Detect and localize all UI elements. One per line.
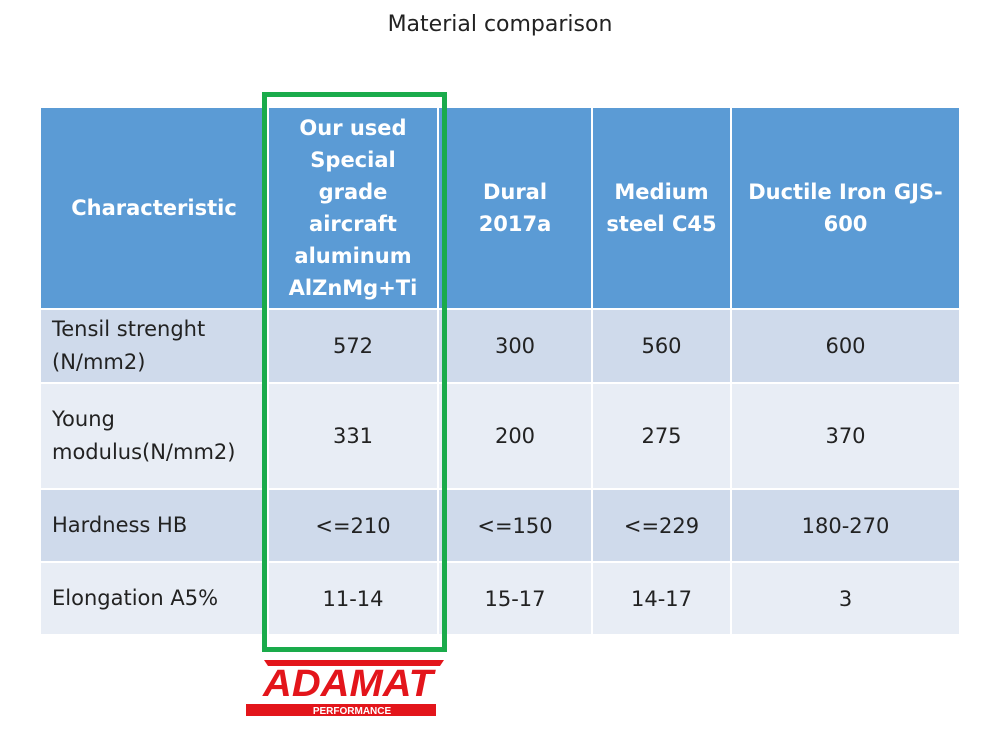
row-label: Tensil strenght (N/mm2) [39, 308, 269, 384]
header-cell: Medium steel C45 [591, 106, 732, 310]
logo-tagline: PERFORMANCE [313, 706, 392, 717]
logo: ADAMAT PERFORMANCE [246, 660, 444, 717]
table-row: Tensil strenght (N/mm2) 572 300 560 600 [39, 308, 961, 384]
logo-bar [246, 704, 436, 716]
cell: 200 [437, 382, 593, 490]
cell: 600 [730, 308, 961, 384]
cell: 11-14 [267, 561, 439, 636]
row-label: Young modulus(N/mm2) [39, 382, 269, 490]
header-cell: Our used Special grade aircraft aluminum… [267, 106, 439, 310]
table-row: Elongation A5% 11-14 15-17 14-17 3 [39, 561, 961, 636]
title: Material comparison [387, 12, 613, 37]
logo-stripe [264, 660, 444, 666]
cell: 370 [730, 382, 961, 490]
header-cell: Dural 2017a [437, 106, 593, 310]
row-label: Elongation A5% [39, 561, 269, 636]
comparison-table: Characteristic Our used Special grade air… [39, 106, 961, 636]
cell: 275 [591, 382, 732, 490]
cell: 331 [267, 382, 439, 490]
cell: <=150 [437, 488, 593, 563]
logo-name: ADAMAT [262, 663, 436, 705]
cell: 560 [591, 308, 732, 384]
header-cell: Ductile Iron GJS-600 [730, 106, 961, 310]
cell: 3 [730, 561, 961, 636]
table-row: Hardness HB <=210 <=150 <=229 180-270 [39, 488, 961, 563]
cell: 180-270 [730, 488, 961, 563]
cell: 14-17 [591, 561, 732, 636]
row-label: Hardness HB [39, 488, 269, 563]
cell: <=229 [591, 488, 732, 563]
header-cell: Characteristic [39, 106, 269, 310]
cell: 300 [437, 308, 593, 384]
table-row: Young modulus(N/mm2) 331 200 275 370 [39, 382, 961, 490]
cell: 15-17 [437, 561, 593, 636]
highlight-frame [262, 92, 447, 652]
cell: <=210 [267, 488, 439, 563]
cell: 572 [267, 308, 439, 384]
